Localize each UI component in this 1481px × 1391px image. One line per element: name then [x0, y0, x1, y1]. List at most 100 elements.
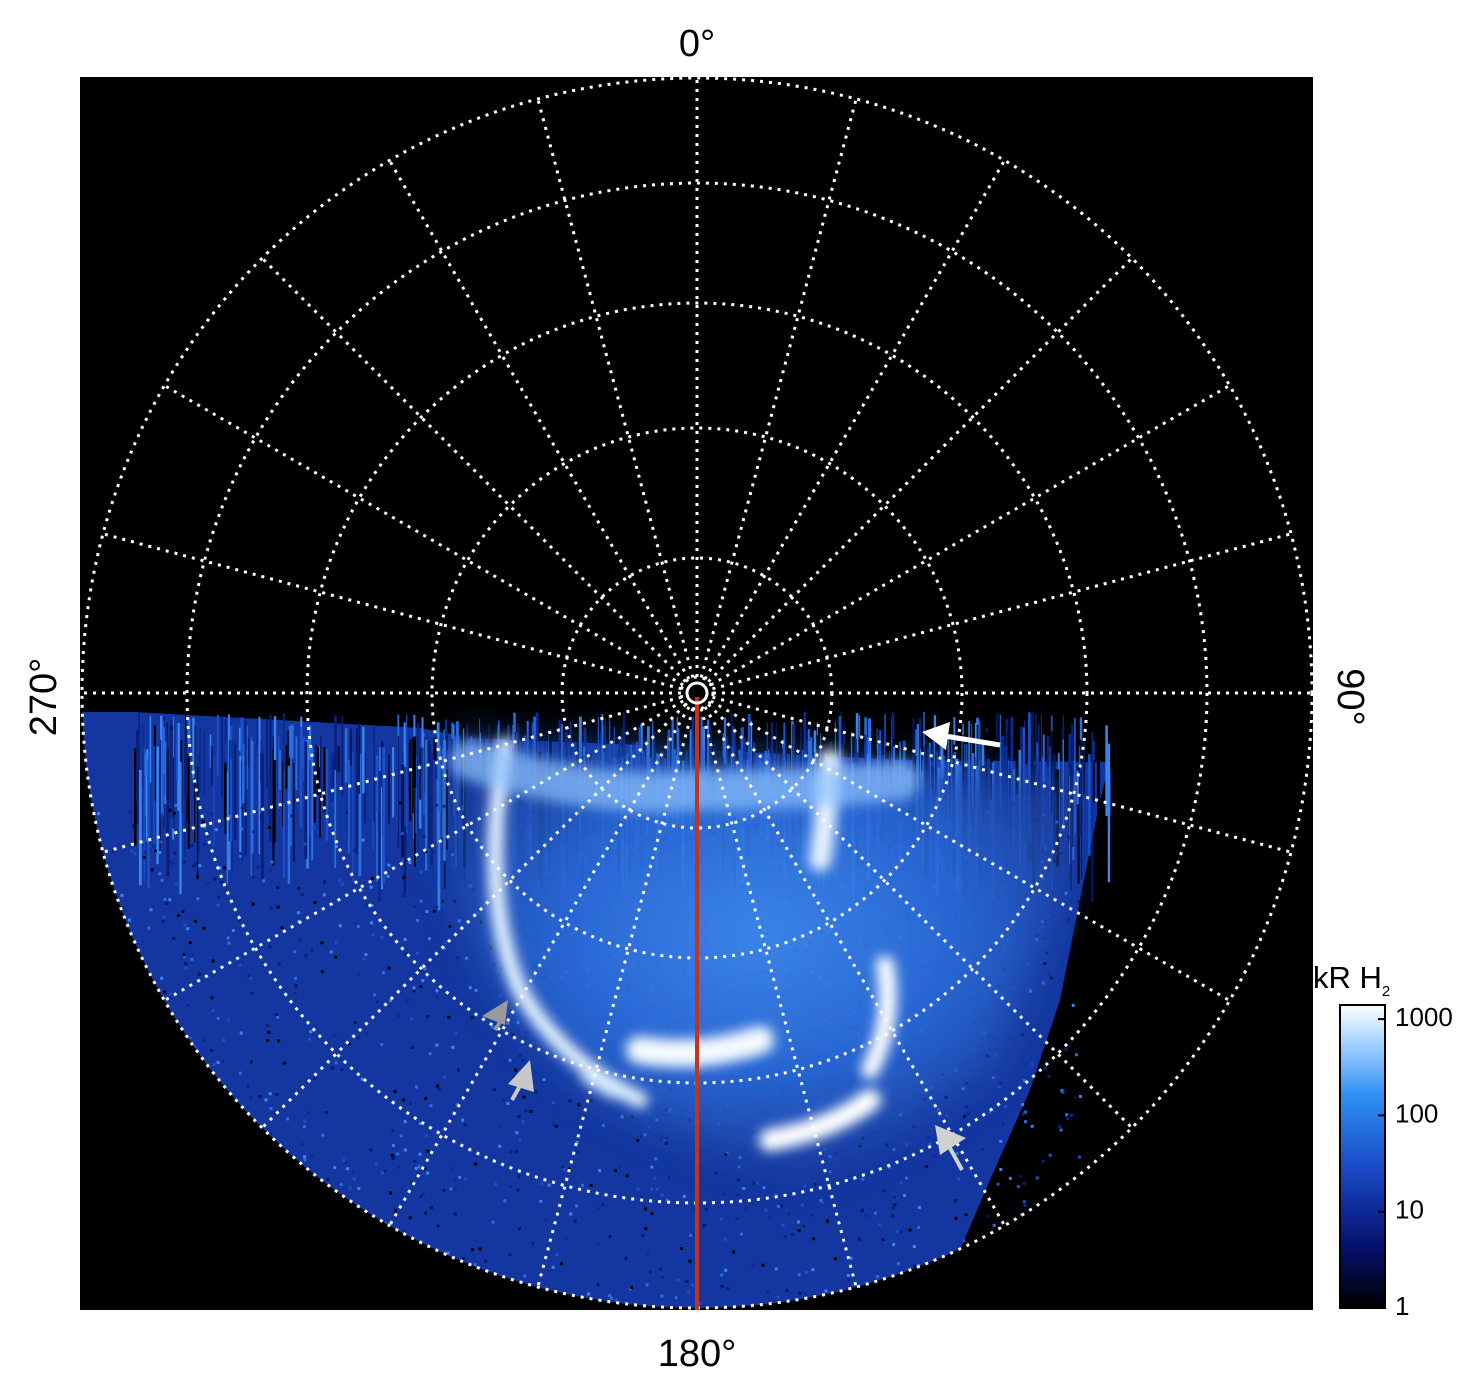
speckle: [762, 1186, 766, 1190]
speckle: [1028, 989, 1032, 993]
speckle: [704, 1207, 708, 1211]
speckle: [573, 1219, 577, 1223]
speckle: [453, 1212, 457, 1216]
speckle: [1064, 891, 1068, 895]
speckle: [955, 1151, 959, 1155]
speckle: [172, 936, 176, 940]
speckle: [596, 1242, 600, 1246]
speckle: [517, 1227, 521, 1231]
speckle: [250, 1060, 254, 1064]
speckle: [276, 886, 280, 890]
speckle: [216, 903, 220, 907]
grid-radial: [261, 257, 687, 683]
speckle: [435, 905, 439, 909]
speckle: [182, 860, 186, 864]
speckle: [747, 1320, 750, 1323]
speckle: [321, 1133, 325, 1137]
speckle: [158, 872, 162, 876]
speckle: [596, 1283, 600, 1287]
speckle: [231, 929, 235, 933]
speckle: [1021, 1033, 1025, 1037]
colorbar-tick-label: 10: [1395, 1195, 1424, 1225]
grid-radial: [707, 257, 1133, 683]
speckle: [1047, 972, 1051, 976]
speckle: [421, 979, 425, 983]
speckle: [455, 1102, 459, 1106]
speckle: [1030, 1062, 1034, 1066]
speckle: [547, 1183, 551, 1187]
speckle: [465, 956, 469, 960]
grid-radial: [163, 384, 684, 687]
speckle: [189, 1036, 193, 1040]
speckle: [190, 953, 194, 957]
speckle: [347, 1042, 351, 1046]
speckle: [216, 1016, 220, 1020]
speckle: [636, 1138, 640, 1142]
speckle: [421, 1193, 425, 1197]
speckle: [624, 1256, 628, 1260]
speckle: [891, 1206, 895, 1210]
speckle: [659, 1268, 663, 1272]
speckle: [238, 963, 242, 967]
speckle: [198, 864, 202, 868]
speckle: [344, 1161, 348, 1165]
speckle: [105, 1315, 108, 1318]
speckle: [589, 1098, 593, 1102]
speckle: [904, 1176, 908, 1180]
speckle: [130, 849, 134, 853]
speckle: [330, 1066, 334, 1070]
speckle: [1016, 1185, 1020, 1189]
speckle: [912, 1125, 916, 1129]
speckle: [542, 1078, 546, 1082]
speckle: [192, 864, 196, 868]
speckle: [183, 923, 187, 927]
speckle: [508, 1058, 512, 1062]
label-top: 0°: [679, 23, 715, 65]
speckle: [294, 984, 298, 988]
speckle: [410, 1016, 414, 1020]
speckle: [501, 1098, 505, 1102]
speckle: [424, 1133, 428, 1137]
grid-radial: [536, 98, 695, 678]
speckle: [212, 1063, 216, 1067]
speckle: [419, 985, 423, 989]
speckle: [268, 945, 272, 949]
speckle: [461, 1118, 465, 1122]
speckle: [797, 1229, 801, 1233]
speckle: [453, 899, 457, 903]
speckle: [1048, 1153, 1052, 1157]
speckle: [802, 1224, 806, 1228]
speckle: [346, 1167, 350, 1171]
speckle: [643, 1133, 647, 1137]
speckle: [568, 1311, 571, 1314]
label-right: 90°: [1329, 668, 1371, 725]
speckle: [891, 1214, 895, 1218]
speckle: [650, 1212, 654, 1216]
speckle: [324, 1110, 328, 1114]
speckle: [509, 1185, 513, 1189]
speckle: [534, 1090, 538, 1094]
speckle: [352, 848, 356, 852]
speckle: [781, 1223, 785, 1227]
speckle: [936, 1107, 940, 1111]
speckle: [355, 1311, 358, 1314]
speckle: [515, 1131, 519, 1135]
speckle: [267, 1030, 271, 1034]
speckle: [133, 851, 137, 855]
speckle: [954, 1216, 958, 1220]
speckle: [238, 1071, 242, 1075]
speckle: [371, 933, 375, 937]
speckle: [740, 1232, 744, 1236]
speckle: [826, 1219, 830, 1223]
speckle: [158, 851, 162, 855]
speckle: [1047, 1074, 1051, 1078]
speckle: [736, 1193, 740, 1197]
speckle: [441, 899, 445, 903]
speckle: [617, 1165, 621, 1169]
speckle: [436, 1224, 440, 1228]
speckle: [693, 1206, 697, 1210]
speckle: [405, 998, 409, 1002]
speckle: [168, 808, 172, 812]
speckle: [1023, 1120, 1027, 1124]
